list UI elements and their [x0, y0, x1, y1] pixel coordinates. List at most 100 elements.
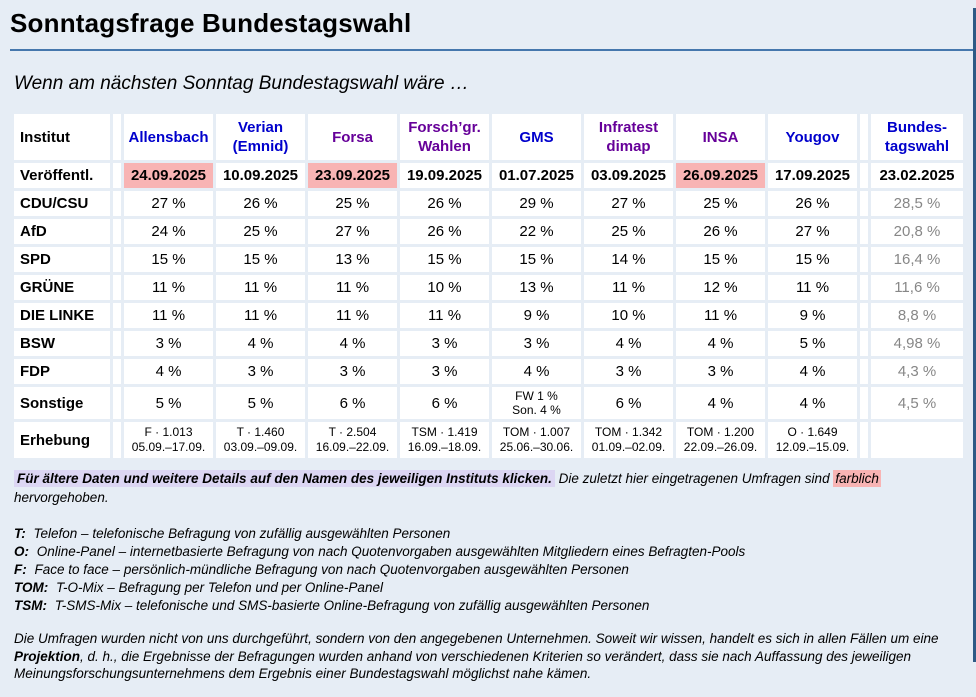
publish-date-row: Veröffentl. 24.09.2025 10.09.2025 23.09.…: [14, 163, 963, 188]
poll-value-cell: 4 %: [676, 387, 765, 419]
publish-date-highlighted: 23.09.2025: [308, 163, 397, 188]
survey-period: 22.09.–26.09.: [683, 440, 758, 454]
poll-value-cell: 14 %: [584, 247, 673, 272]
poll-value-cell: 3 %: [676, 359, 765, 384]
party-label: DIE LINKE: [14, 303, 110, 328]
institute-link-yougov[interactable]: Yougov: [785, 128, 840, 146]
poll-value-cell: 3 %: [400, 359, 489, 384]
spacer-cell: [113, 359, 121, 384]
spacer-cell: [860, 247, 868, 272]
party-row-fdp: FDP 4 % 3 % 3 % 3 % 4 % 3 % 3 % 4 % 4,3 …: [14, 359, 963, 384]
legend-item-o: O: Online-Panel – internetbasierte Befra…: [14, 543, 976, 560]
legend-text: Telefon – telefonische Befragung von zuf…: [33, 526, 451, 541]
publish-date: 17.09.2025: [768, 163, 857, 188]
institute-header-row: Institut Allensbach Verian (Emnid) Forsa…: [14, 114, 963, 160]
poll-value-cell: 6 %: [584, 387, 673, 419]
survey-period: 16.09.–18.09.: [407, 440, 482, 454]
poll-question: Wenn am nächsten Sonntag Bundestagswahl …: [14, 73, 469, 94]
poll-value-cell: 12 %: [676, 275, 765, 300]
spacer-cell: [113, 422, 121, 458]
institute-header-cell: Forsch’gr. Wahlen: [400, 114, 489, 160]
legend-text: T-O-Mix – Befragung per Telefon und per …: [56, 580, 383, 595]
spacer-cell: [860, 331, 868, 356]
institute-link-insa[interactable]: INSA: [702, 128, 739, 146]
survey-period: 16.09.–22.09.: [315, 440, 390, 454]
survey-period: 03.09.–09.09.: [223, 440, 298, 454]
bundestagswahl-link[interactable]: Bundes- tagswahl: [884, 119, 950, 155]
party-label: FDP: [14, 359, 110, 384]
party-label: GRÜNE: [14, 275, 110, 300]
institute-link-forschungsgruppe-wahlen[interactable]: Forsch’gr. Wahlen: [408, 119, 481, 155]
institut-header: Institut: [14, 114, 110, 160]
footnote-recent-post: hervorgehoben.: [14, 490, 109, 505]
poll-value-cell: 3 %: [400, 331, 489, 356]
spacer-cell: [860, 387, 868, 419]
poll-value-cell: 11 %: [124, 303, 213, 328]
poll-value-cell: 22 %: [492, 219, 581, 244]
survey-method: TOM · 1.007: [502, 425, 571, 439]
publish-date: 01.07.2025: [492, 163, 581, 188]
poll-value-cell: 25 %: [676, 191, 765, 216]
survey-info-cell: TSM · 1.419 16.09.–18.09.: [400, 422, 489, 458]
footnote-recent-pre: Die zuletzt hier eingetragenen Umfragen …: [558, 471, 830, 486]
poll-value-cell: 26 %: [400, 219, 489, 244]
institute-link-gms[interactable]: GMS: [519, 128, 554, 146]
survey-info-cell: T · 2.504 16.09.–22.09.: [308, 422, 397, 458]
poll-value-cell: 4 %: [676, 331, 765, 356]
party-label: SPD: [14, 247, 110, 272]
projection-disclaimer: Die Umfragen wurden nicht von uns durchg…: [14, 630, 960, 683]
survey-info-cell-empty: [871, 422, 963, 458]
survey-method: F · 1.013: [144, 425, 193, 439]
legend-text: Online-Panel – internetbasierte Befragun…: [36, 544, 746, 559]
institute-link-allensbach[interactable]: Allensbach: [128, 128, 209, 146]
title-divider: [10, 49, 976, 51]
legend-text: Face to face – persönlich-mündliche Befr…: [34, 562, 629, 577]
institute-header-cell: Bundes- tagswahl: [871, 114, 963, 160]
spacer-cell: [860, 275, 868, 300]
survey-method: TOM · 1.342: [594, 425, 663, 439]
poll-value-cell: 15 %: [492, 247, 581, 272]
poll-value-cell: 4 %: [768, 359, 857, 384]
poll-value-cell: 5 %: [768, 331, 857, 356]
survey-info-cell: O · 1.649 12.09.–15.09.: [768, 422, 857, 458]
institute-header-cell: INSA: [676, 114, 765, 160]
poll-value-cell: 11 %: [676, 303, 765, 328]
poll-value-cell: 5 %: [216, 387, 305, 419]
poll-value-cell: 3 %: [308, 359, 397, 384]
spacer-cell: [113, 275, 121, 300]
poll-value-cell: 4 %: [492, 359, 581, 384]
institute-link-verian-emnid[interactable]: Verian (Emnid): [232, 119, 289, 155]
disclaimer-part1: Die Umfragen wurden nicht von uns durchg…: [14, 631, 939, 646]
legend-item-tom: TOM: T-O-Mix – Befragung per Telefon und…: [14, 579, 976, 596]
spacer-cell: [113, 387, 121, 419]
publish-date: 03.09.2025: [584, 163, 673, 188]
spacer-cell: [860, 359, 868, 384]
institute-link-forsa[interactable]: Forsa: [332, 128, 373, 146]
party-row-die-linke: DIE LINKE 11 % 11 % 11 % 11 % 9 % 10 % 1…: [14, 303, 963, 328]
poll-value-cell-split: FW 1 % Son. 4 %: [492, 387, 581, 419]
legend-key: F:: [14, 562, 27, 577]
window-edge: [973, 8, 976, 662]
poll-value-cell: 3 %: [584, 359, 673, 384]
poll-value-cell: 3 %: [492, 331, 581, 356]
poll-value-cell: 13 %: [308, 247, 397, 272]
poll-value-cell: 4 %: [216, 331, 305, 356]
publish-date-highlighted: 26.09.2025: [676, 163, 765, 188]
party-label: BSW: [14, 331, 110, 356]
poll-value-cell: 15 %: [216, 247, 305, 272]
spacer-cell: [860, 163, 868, 188]
poll-value-cell: 27 %: [308, 219, 397, 244]
poll-value-cell: 9 %: [768, 303, 857, 328]
institute-link-infratest-dimap[interactable]: Infratest dimap: [598, 119, 659, 155]
poll-value-cell: 15 %: [400, 247, 489, 272]
party-row-bsw: BSW 3 % 4 % 4 % 3 % 3 % 4 % 4 % 5 % 4,98…: [14, 331, 963, 356]
publish-date: 23.02.2025: [871, 163, 963, 188]
party-label: Sonstige: [14, 387, 110, 419]
method-legend: T: Telefon – telefonische Befragung von …: [14, 525, 976, 614]
poll-value-cell: 13 %: [492, 275, 581, 300]
poll-value-cell: 11 %: [308, 303, 397, 328]
election-result-cell: 11,6 %: [871, 275, 963, 300]
survey-method: TSM · 1.419: [411, 425, 478, 439]
party-row-afd: AfD 24 % 25 % 27 % 26 % 22 % 25 % 26 % 2…: [14, 219, 963, 244]
survey-method: O · 1.649: [787, 425, 838, 439]
